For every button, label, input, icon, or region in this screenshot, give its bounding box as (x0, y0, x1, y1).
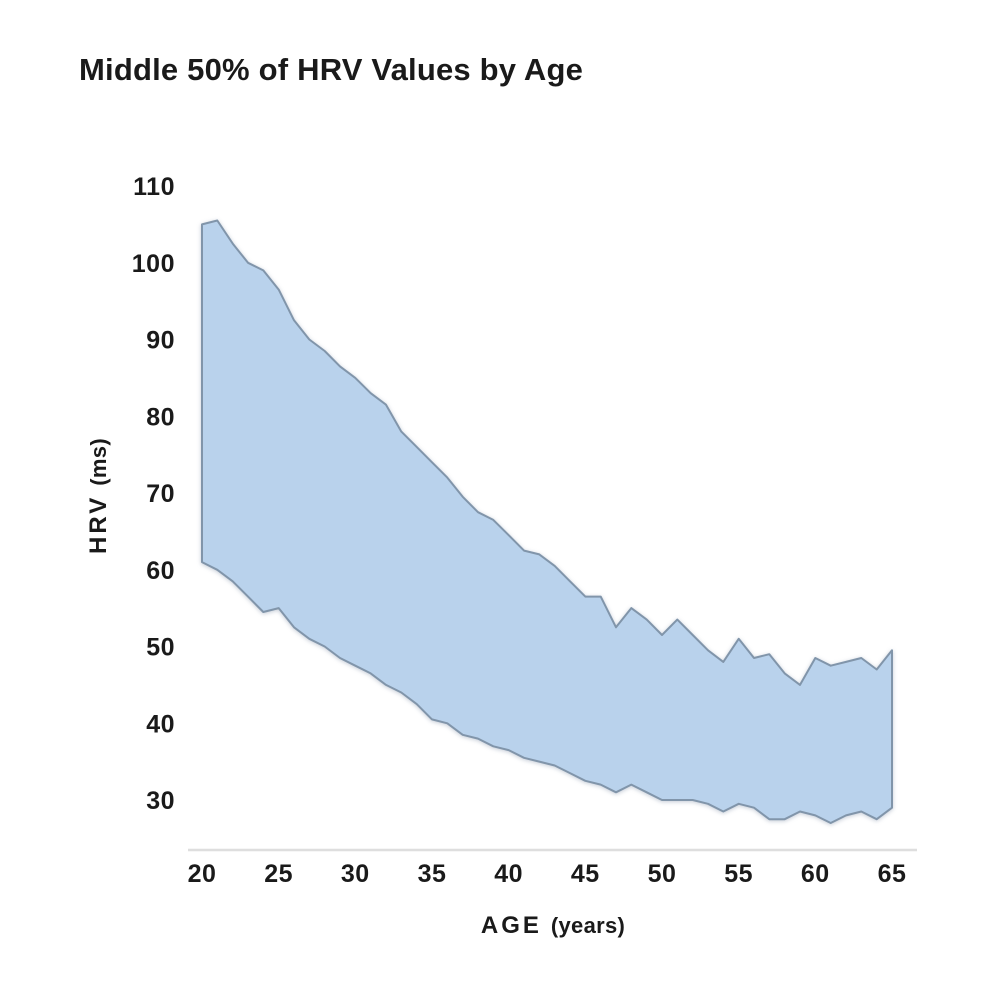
x-tick-label: 50 (648, 860, 677, 888)
x-tick-label: 25 (264, 860, 293, 888)
y-axis-title-unit: (ms) (86, 438, 111, 486)
x-tick-label: 65 (878, 860, 907, 888)
x-axis-title-main: AGE (481, 912, 542, 939)
y-tick-label: 80 (146, 403, 175, 431)
x-tick-label: 55 (724, 860, 753, 888)
y-axis-title: HRV (ms) (85, 438, 112, 554)
y-tick-label: 70 (146, 480, 175, 508)
x-tick-label: 20 (188, 860, 217, 888)
x-axis-title-unit: (years) (551, 913, 625, 938)
x-tick-label: 35 (418, 860, 447, 888)
x-tick-label: 45 (571, 860, 600, 888)
y-tick-label: 40 (146, 710, 175, 738)
y-tick-label: 100 (132, 250, 175, 278)
hrv-iqr-band-area (201, 219, 893, 824)
x-tick-label: 40 (494, 860, 523, 888)
band-layer (201, 219, 893, 824)
y-tick-label: 30 (146, 787, 175, 815)
y-tick-label: 60 (146, 557, 175, 585)
y-axis-title-main: HRV (85, 495, 112, 554)
x-tick-label: 60 (801, 860, 830, 888)
y-tick-label: 90 (146, 327, 175, 355)
y-tick-label: 110 (133, 173, 175, 201)
axis-layer: 110 100 90 80 70 60 50 40 30 20 25 30 35 40 45 50 55 60 65 (132, 173, 917, 888)
x-tick-label: 30 (341, 860, 370, 888)
chart-title: Middle 50% of HRV Values by Age (79, 52, 584, 87)
y-tick-label: 50 (146, 634, 175, 662)
x-axis-title: AGE (years) (481, 912, 625, 939)
